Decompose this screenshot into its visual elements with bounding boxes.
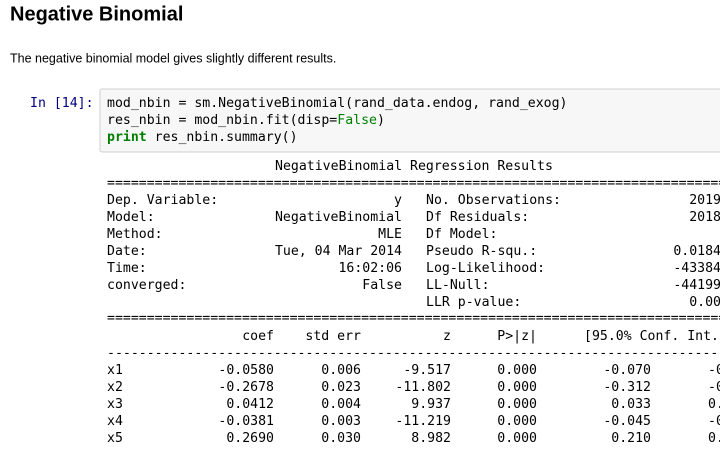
cell-value: -0.312 bbox=[603, 380, 651, 395]
cell-value: -0.04 bbox=[708, 363, 720, 378]
info-value: NegativeBinomial bbox=[275, 210, 402, 225]
info-label: Df Model: bbox=[426, 227, 497, 242]
info-label: Method: bbox=[107, 227, 163, 242]
rule: ----------------------------------------… bbox=[107, 346, 720, 361]
cell-value: 0.000 bbox=[497, 431, 537, 446]
cell-value: 8.982 bbox=[411, 431, 451, 446]
cell-value: -0.0381 bbox=[218, 414, 274, 429]
cell-value: 0.04 bbox=[708, 397, 720, 412]
cell-value: -0.03 bbox=[708, 414, 720, 429]
info-label: Log-Likelihood: bbox=[426, 261, 545, 276]
info-label: Dep. Variable: bbox=[107, 193, 218, 208]
code-token: mod_nbin = sm.NegativeBinomial(rand_data… bbox=[107, 96, 568, 111]
info-label: LLR p-value: bbox=[426, 295, 521, 310]
row-label: x1 bbox=[107, 363, 123, 378]
row-label: x2 bbox=[107, 380, 123, 395]
column-header: [95.0% Conf. Int. bbox=[584, 329, 719, 344]
code-token: res_nbin = mod_nbin.fit(disp= bbox=[107, 113, 337, 128]
code-token: ) bbox=[377, 113, 385, 128]
code-token: res_nbin.summary() bbox=[147, 130, 298, 145]
code-token: print bbox=[107, 129, 147, 145]
info-value: y bbox=[394, 193, 402, 208]
column-header: P>|z| bbox=[497, 329, 537, 344]
info-value: 0.00 bbox=[689, 295, 720, 310]
info-value: 2019 bbox=[689, 193, 720, 208]
info-value: False bbox=[362, 278, 402, 293]
cell-value: -0.045 bbox=[603, 414, 651, 429]
column-header: coef bbox=[242, 329, 274, 344]
description: The negative binomial model gives slight… bbox=[10, 51, 336, 65]
cell-prompt: In [14]: bbox=[30, 96, 94, 111]
cell-value: 0.000 bbox=[497, 380, 537, 395]
cell-value: -11.219 bbox=[395, 414, 451, 429]
info-value: -44199 bbox=[673, 278, 720, 293]
row-label: x4 bbox=[107, 414, 123, 429]
cell-value: -0.2678 bbox=[218, 380, 274, 395]
cell-value: -9.517 bbox=[403, 363, 451, 378]
info-label: Model: bbox=[107, 210, 155, 225]
cell-value: 0.030 bbox=[321, 431, 361, 446]
cell-value: 9.937 bbox=[411, 397, 451, 412]
cell-value: -11.802 bbox=[395, 380, 451, 395]
info-label: No. Observations: bbox=[426, 193, 561, 208]
cell-value: -0.22 bbox=[708, 380, 720, 395]
code-line: mod_nbin = sm.NegativeBinomial(rand_data… bbox=[107, 96, 568, 111]
cell-value: 0.210 bbox=[611, 431, 651, 446]
info-label: Date: bbox=[107, 244, 147, 259]
info-value: MLE bbox=[378, 227, 402, 242]
cell-value: 0.033 bbox=[611, 397, 651, 412]
rule: ========================================… bbox=[107, 311, 720, 326]
info-label: converged: bbox=[107, 278, 186, 293]
heading: Negative Binomial bbox=[10, 3, 183, 25]
cell-value: 0.000 bbox=[497, 414, 537, 429]
row-label: x5 bbox=[107, 431, 123, 446]
code-line: print res_nbin.summary() bbox=[107, 129, 298, 145]
cell-value: 0.023 bbox=[321, 380, 361, 395]
cell-value: 0.006 bbox=[321, 363, 361, 378]
cell-value: 0.004 bbox=[321, 397, 361, 412]
cell-value: 0.0412 bbox=[226, 397, 274, 412]
column-header: std err bbox=[305, 329, 361, 344]
row-label: x3 bbox=[107, 397, 123, 412]
info-value: 16:02:06 bbox=[338, 261, 402, 276]
info-label: Pseudo R-squ.: bbox=[426, 244, 537, 259]
info-label: Df Residuals: bbox=[426, 210, 529, 225]
code-token: False bbox=[337, 113, 377, 128]
code-box[interactable] bbox=[99, 88, 720, 153]
info-label: Time: bbox=[107, 261, 147, 276]
cell-value: 0.000 bbox=[497, 363, 537, 378]
info-value: 2018 bbox=[689, 210, 720, 225]
cell-value: 0.32 bbox=[708, 431, 720, 446]
info-value: 0.0184 bbox=[673, 244, 720, 259]
info-value: Tue, 04 Mar 2014 bbox=[275, 244, 402, 259]
info-value: -43384 bbox=[673, 261, 720, 276]
cell-value: 0.003 bbox=[321, 414, 361, 429]
rule: ========================================… bbox=[107, 176, 720, 191]
column-header: z bbox=[443, 329, 451, 344]
code-line: res_nbin = mod_nbin.fit(disp=False) bbox=[107, 113, 385, 128]
info-label: LL-Null: bbox=[426, 278, 490, 293]
summary-title: NegativeBinomial Regression Results bbox=[275, 159, 553, 174]
cell-value: -0.070 bbox=[603, 363, 651, 378]
cell-value: 0.2690 bbox=[226, 431, 274, 446]
cell-value: -0.0580 bbox=[218, 363, 274, 378]
cell-value: 0.000 bbox=[497, 397, 537, 412]
